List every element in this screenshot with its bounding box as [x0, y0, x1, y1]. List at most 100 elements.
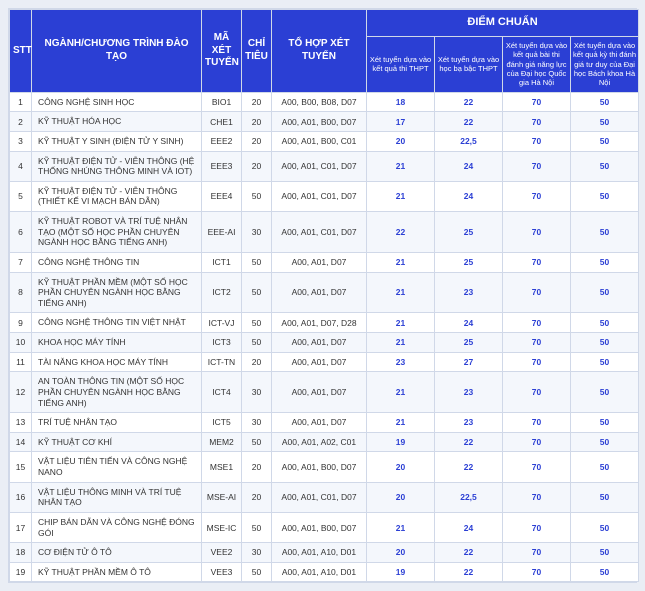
cell-score-4: 50 [571, 92, 639, 112]
cell-stt: 7 [10, 252, 32, 272]
cell-score-2: 22 [435, 543, 503, 563]
cell-combo: A00, A01, D07 [272, 413, 367, 433]
cell-score-3: 70 [503, 352, 571, 372]
cell-score-4: 50 [571, 482, 639, 512]
cell-stt: 14 [10, 432, 32, 452]
cell-program: AN TOÀN THÔNG TIN (MỘT SỐ HỌC PHẦN CHUYÊ… [32, 372, 202, 413]
cell-quota: 20 [242, 452, 272, 482]
cell-score-1: 19 [367, 432, 435, 452]
table-row: 18CƠ ĐIỆN TỬ Ô TÔVEE230A00, A01, A10, D0… [10, 543, 639, 563]
cell-quota: 30 [242, 212, 272, 253]
cell-combo: A00, A01, A02, C01 [272, 432, 367, 452]
cell-score-2: 23 [435, 413, 503, 433]
cell-score-4: 50 [571, 352, 639, 372]
col-code: MÃ XÉT TUYỂN [202, 10, 242, 93]
table-row: 7CÔNG NGHỆ THÔNG TINICT150A00, A01, D072… [10, 252, 639, 272]
cell-code: ICT2 [202, 272, 242, 313]
cell-score-1: 21 [367, 333, 435, 353]
cell-score-3: 70 [503, 413, 571, 433]
cell-stt: 2 [10, 112, 32, 132]
cell-program: TÀI NĂNG KHOA HỌC MÁY TÍNH [32, 352, 202, 372]
cell-quota: 30 [242, 543, 272, 563]
cell-quota: 50 [242, 333, 272, 353]
cell-program: KỸ THUẬT ROBOT VÀ TRÍ TUỆ NHÂN TẠO (MỘT … [32, 212, 202, 253]
cell-score-1: 21 [367, 512, 435, 542]
cell-score-1: 20 [367, 131, 435, 151]
cell-program: KỸ THUẬT ĐIỆN TỬ - VIỄN THÔNG (HỆ THỐNG … [32, 151, 202, 181]
cell-score-1: 21 [367, 181, 435, 211]
cell-score-3: 70 [503, 252, 571, 272]
cell-score-2: 23 [435, 372, 503, 413]
cell-code: ICT5 [202, 413, 242, 433]
cell-score-1: 20 [367, 452, 435, 482]
cell-quota: 20 [242, 482, 272, 512]
cell-score-1: 20 [367, 482, 435, 512]
cell-quota: 50 [242, 562, 272, 582]
cell-code: MEM2 [202, 432, 242, 452]
cell-program: KỸ THUẬT PHẦN MỀM Ô TÔ [32, 562, 202, 582]
cell-program: CÔNG NGHỆ THÔNG TIN VIỆT NHẬT [32, 313, 202, 333]
cell-score-2: 22 [435, 562, 503, 582]
cell-stt: 10 [10, 333, 32, 353]
cell-stt: 16 [10, 482, 32, 512]
cell-score-4: 50 [571, 512, 639, 542]
cell-code: ICT1 [202, 252, 242, 272]
cell-score-2: 22 [435, 432, 503, 452]
cell-score-3: 70 [503, 112, 571, 132]
cell-stt: 19 [10, 562, 32, 582]
col-score-1: Xét tuyển dựa vào kết quả thi THPT [367, 36, 435, 92]
cell-code: MSE-IC [202, 512, 242, 542]
cell-score-4: 50 [571, 112, 639, 132]
cell-score-1: 21 [367, 372, 435, 413]
cell-program: CƠ ĐIỆN TỬ Ô TÔ [32, 543, 202, 563]
cell-score-3: 70 [503, 151, 571, 181]
cell-stt: 12 [10, 372, 32, 413]
cell-program: KỸ THUẬT Y SINH (ĐIỆN TỬ Y SINH) [32, 131, 202, 151]
cell-quota: 50 [242, 181, 272, 211]
cell-combo: A00, A01, C01, D07 [272, 181, 367, 211]
cell-code: EEE-AI [202, 212, 242, 253]
cell-stt: 6 [10, 212, 32, 253]
cell-score-4: 50 [571, 452, 639, 482]
cell-combo: A00, A01, C01, D07 [272, 482, 367, 512]
cell-score-3: 70 [503, 543, 571, 563]
table-row: 3KỸ THUẬT Y SINH (ĐIỆN TỬ Y SINH)EEE220A… [10, 131, 639, 151]
cell-quota: 20 [242, 352, 272, 372]
cell-quota: 50 [242, 432, 272, 452]
admission-table: STT NGÀNH/CHƯƠNG TRÌNH ĐÀO TẠO MÃ XÉT TU… [9, 9, 639, 582]
cell-score-4: 50 [571, 131, 639, 151]
cell-code: ICT-TN [202, 352, 242, 372]
cell-combo: A00, A01, D07 [272, 272, 367, 313]
cell-score-2: 24 [435, 512, 503, 542]
table-row: 12AN TOÀN THÔNG TIN (MỘT SỐ HỌC PHẦN CHU… [10, 372, 639, 413]
cell-score-4: 50 [571, 252, 639, 272]
cell-score-1: 21 [367, 272, 435, 313]
cell-score-3: 70 [503, 272, 571, 313]
cell-quota: 50 [242, 272, 272, 313]
cell-code: CHE1 [202, 112, 242, 132]
cell-score-2: 22 [435, 452, 503, 482]
col-score-3: Xét tuyển dựa vào kết quả bài thi đánh g… [503, 36, 571, 92]
cell-code: VEE2 [202, 543, 242, 563]
cell-program: KỸ THUẬT ĐIỆN TỬ - VIỄN THÔNG (THIẾT KẾ … [32, 181, 202, 211]
cell-program: TRÍ TUỆ NHÂN TẠO [32, 413, 202, 433]
cell-program: VẬT LIỆU TIÊN TIẾN VÀ CÔNG NGHỆ NANO [32, 452, 202, 482]
cell-combo: A00, A01, B00, D07 [272, 112, 367, 132]
cell-code: EEE2 [202, 131, 242, 151]
col-quota: CHỈ TIÊU [242, 10, 272, 93]
cell-program: KỸ THUẬT HÓA HỌC [32, 112, 202, 132]
cell-score-2: 23 [435, 272, 503, 313]
cell-quota: 20 [242, 112, 272, 132]
cell-score-1: 18 [367, 92, 435, 112]
table-row: 19KỸ THUẬT PHẦN MỀM Ô TÔVEE350A00, A01, … [10, 562, 639, 582]
table-row: 15VẬT LIỆU TIÊN TIẾN VÀ CÔNG NGHỆ NANOMS… [10, 452, 639, 482]
cell-program: CÔNG NGHỆ SINH HỌC [32, 92, 202, 112]
cell-score-1: 21 [367, 151, 435, 181]
cell-quota: 50 [242, 512, 272, 542]
cell-score-2: 24 [435, 313, 503, 333]
table-row: 10KHOA HỌC MÁY TÍNHICT350A00, A01, D0721… [10, 333, 639, 353]
col-score-2: Xét tuyển dựa vào học bạ bậc THPT [435, 36, 503, 92]
cell-combo: A00, A01, D07 [272, 372, 367, 413]
cell-score-2: 22,5 [435, 482, 503, 512]
cell-combo: A00, A01, B00, D07 [272, 512, 367, 542]
